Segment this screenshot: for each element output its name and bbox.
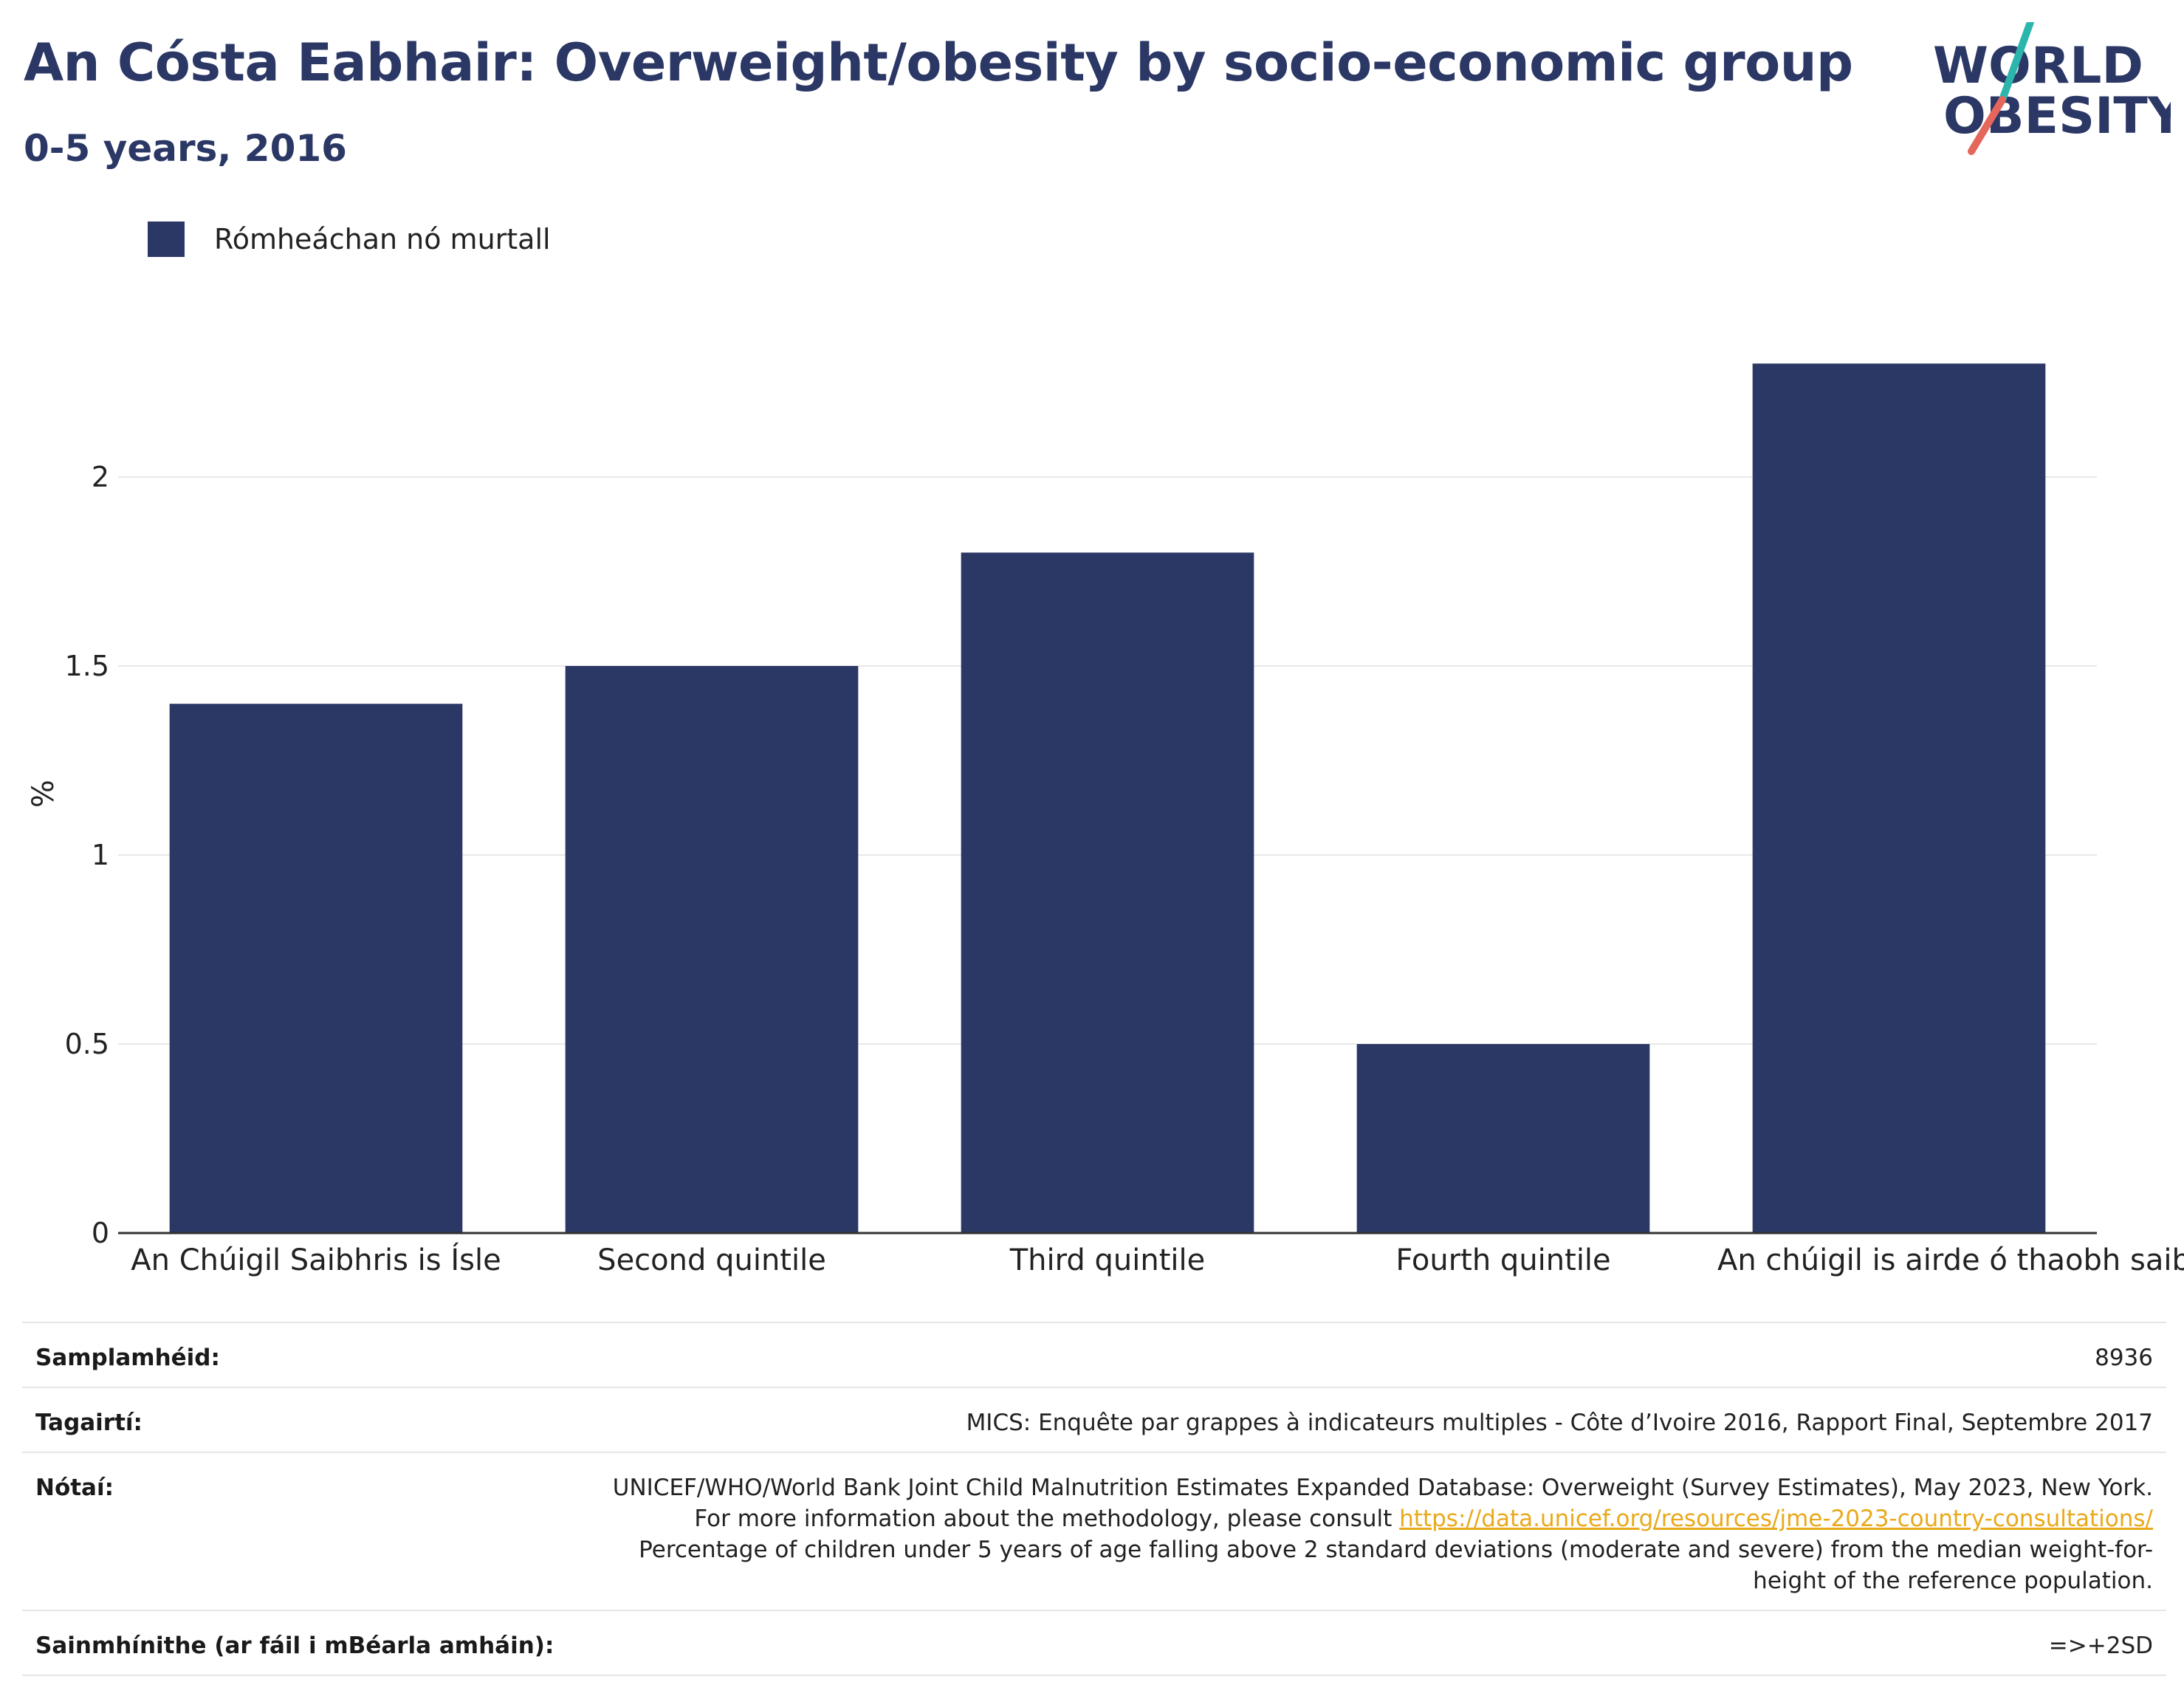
logo-slash-teal: [1999, 22, 2034, 103]
notes-row: Nótaí: UNICEF/WHO/World Bank Joint Child…: [22, 1452, 2166, 1610]
logo-slash-coral: [1968, 96, 2006, 155]
bar: [961, 552, 1254, 1233]
y-tick-label: 1.5: [65, 650, 109, 682]
notes-text-2: Percentage of children under 5 years of …: [639, 1537, 2153, 1594]
x-tick-label: Second quintile: [597, 1243, 826, 1277]
metadata-table: Samplamhéid: 8936 Tagairtí: MICS: Enquêt…: [22, 1322, 2166, 1676]
notes-label: Nótaí:: [35, 1474, 114, 1501]
x-tick-label: Third quintile: [1009, 1243, 1205, 1277]
references-row: Tagairtí: MICS: Enquête par grappes à in…: [22, 1387, 2166, 1452]
bar-chart: 0 0.5 1 1.5 2 An Chúigil Saibhris is Ísle Seco…: [65, 363, 2184, 1277]
y-tick-label: 0.5: [65, 1028, 109, 1060]
sample-size-value: 8936: [2095, 1345, 2153, 1371]
sample-size-row: Samplamhéid: 8936: [22, 1322, 2166, 1387]
notes-text-1: UNICEF/WHO/World Bank Joint Child Malnut…: [612, 1474, 2153, 1532]
y-tick-label: 1: [92, 839, 109, 871]
notes-link[interactable]: https://data.unicef.org/resources/jme-20…: [1399, 1506, 2153, 1532]
sample-size-label: Samplamhéid:: [35, 1345, 220, 1371]
bar: [565, 666, 859, 1233]
legend-swatch: [148, 222, 185, 257]
bar: [169, 704, 463, 1233]
bar: [1356, 1044, 1650, 1233]
bar: [1752, 363, 2046, 1233]
chart-title: An Cósta Eabhair: Overweight/obesity by …: [24, 32, 1853, 93]
chart-subtitle: 0-5 years, 2016: [24, 127, 347, 170]
world-obesity-logo: WORLD OBESITY: [1933, 22, 2171, 155]
references-label: Tagairtí:: [35, 1410, 142, 1436]
notes-value: UNICEF/WHO/World Bank Joint Child Malnut…: [602, 1472, 2153, 1596]
x-tick-label: Fourth quintile: [1395, 1243, 1610, 1277]
y-tick-label: 2: [92, 461, 109, 493]
definitions-label: Sainmhínithe (ar fáil i mBéarla amháin):: [35, 1633, 554, 1659]
x-tick-label: An Chúigil Saibhris is Ísle: [131, 1242, 501, 1277]
definitions-value: =>+2SD: [2048, 1633, 2153, 1659]
definitions-row: Sainmhínithe (ar fáil i mBéarla amháin):…: [22, 1610, 2166, 1676]
y-tick-label: 0: [92, 1217, 109, 1249]
x-tick-label: An chúigil is airde ó thaobh saibhris de: [1717, 1243, 2184, 1277]
references-value: MICS: Enquête par grappes à indicateurs …: [966, 1410, 2153, 1436]
logo-text-world: WORLD: [1933, 37, 2143, 95]
legend-label: Rómheáchan nó murtall: [214, 223, 551, 255]
